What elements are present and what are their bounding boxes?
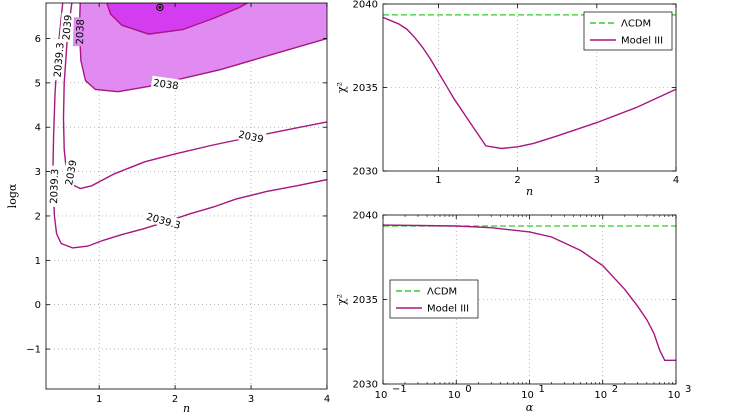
contour-line-inner <box>106 3 248 35</box>
contour-label: 2039.3 <box>46 165 61 207</box>
y-tick-label: 0 <box>35 300 41 311</box>
legend-label: Model III <box>621 36 663 47</box>
contour-label: 2038 <box>150 75 182 92</box>
legend-label: ΛCDM <box>427 287 457 298</box>
legend-box <box>583 11 673 51</box>
x-axis-label: α <box>526 401 534 414</box>
x-tick-label: 4 <box>673 175 679 186</box>
x-tick-label: 3 <box>594 175 600 186</box>
y-tick-label: 2035 <box>353 83 378 94</box>
series-line-model-iii <box>382 224 676 361</box>
x-tick-exponent: 0 <box>465 384 471 395</box>
x-tick-label: 10 <box>375 390 388 401</box>
y-tick-label: 1 <box>35 256 41 267</box>
series-line-model-iii <box>382 16 677 150</box>
y-axis-label: logα <box>6 183 19 208</box>
x-tick-label: 10 <box>448 390 461 401</box>
contour-label-bg <box>142 208 186 232</box>
x-tick-exponent: 1 <box>539 384 545 395</box>
contour-label: 2039 <box>235 127 267 146</box>
y-tick-label: 3 <box>35 167 41 178</box>
x-tick-exponent: 3 <box>685 384 691 395</box>
y-tick-label: 2030 <box>353 167 378 178</box>
x-tick-label: 3 <box>248 394 254 405</box>
y-tick-label: −1 <box>26 345 41 356</box>
contour-label-bg <box>46 165 61 207</box>
best-fit-marker <box>156 3 164 12</box>
y-tick-label: 2040 <box>353 0 378 11</box>
axes-frame <box>45 2 328 390</box>
chi2-vs-n-panel: 1 2 3 4 2030 2035 2040 n χ² ΛCDM Model III <box>335 0 679 198</box>
legend: ΛCDM Model III <box>389 279 479 319</box>
y-tick-label: 6 <box>35 34 41 45</box>
x-axis-label: n <box>183 402 190 415</box>
contour-label: 2039.3 <box>50 38 67 81</box>
x-tick-label: 4 <box>324 394 330 405</box>
y-tick-label: 5 <box>35 78 41 89</box>
contour-label: 2038 <box>72 17 87 47</box>
legend-label: ΛCDM <box>621 19 651 30</box>
contour-label-text: 2038 <box>152 78 179 92</box>
contour-fill-inner <box>106 3 248 35</box>
contour-label-bg <box>150 75 182 92</box>
contour-label-bg <box>61 157 79 188</box>
y-axis-label: χ² <box>335 82 348 93</box>
x-tick-label: 1 <box>435 175 441 186</box>
x-tick-label: 2 <box>172 394 178 405</box>
x-tick-label: 10 <box>594 390 607 401</box>
legend-label: Model III <box>427 304 469 315</box>
x-tick-label: 10 <box>668 390 681 401</box>
contour-line-2038 <box>78 3 327 93</box>
best-fit-marker-dot <box>158 6 162 9</box>
chi2-vs-alpha-panel: 10 −1 10 0 10 1 10 2 10 3 2030 2035 2040 α χ² ΛCDM Model… <box>335 211 691 415</box>
y-tick-label: 2040 <box>353 211 378 222</box>
legend-box <box>389 279 479 319</box>
contour-label-text: 2039 <box>237 130 264 146</box>
x-tick-label: 1 <box>96 394 102 405</box>
y-tick-label: 2035 <box>353 295 378 306</box>
y-tick-label: 2030 <box>353 380 378 391</box>
x-tick-label: 2 <box>514 175 520 186</box>
contour-label-text: 2039 <box>64 159 79 186</box>
y-tick-label: 4 <box>35 123 41 134</box>
contour-label: 2039 <box>59 12 75 43</box>
contour-line-2039.3 <box>52 3 327 249</box>
contour-label: 2039 <box>61 157 79 188</box>
y-tick-label: 2 <box>35 211 41 222</box>
contour-label-text: 2039.3 <box>53 42 67 78</box>
contour-label-bg <box>235 127 267 145</box>
contour-label-text: 2038 <box>75 19 87 45</box>
x-axis-label: n <box>526 185 533 198</box>
x-tick-label: 10 <box>521 390 534 401</box>
contour-line-2039 <box>62 3 327 190</box>
contour-label-text: 2039 <box>61 14 74 40</box>
x-tick-exponent: −1 <box>392 384 407 395</box>
x-tick-exponent: 2 <box>612 384 618 395</box>
contour-label-bg <box>59 12 74 43</box>
contour-label-bg <box>50 38 66 81</box>
y-axis-label: χ² <box>335 294 348 305</box>
contour-label-text: 2039.3 <box>49 169 61 204</box>
legend: ΛCDM Model III <box>583 11 673 51</box>
contour-label-bg <box>72 17 86 47</box>
